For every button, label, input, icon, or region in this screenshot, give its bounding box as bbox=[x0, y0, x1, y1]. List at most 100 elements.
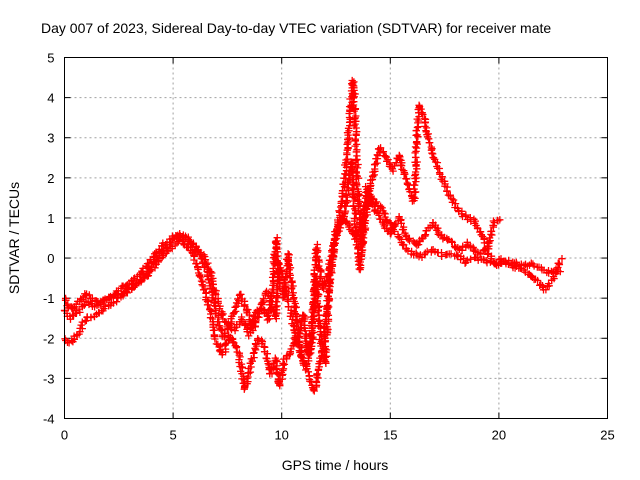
data-point bbox=[236, 353, 244, 361]
data-point bbox=[411, 168, 420, 176]
data-point bbox=[309, 333, 317, 341]
data-point bbox=[451, 199, 460, 208]
data-point bbox=[259, 295, 268, 303]
data-point bbox=[443, 187, 451, 195]
data-point bbox=[349, 180, 357, 188]
data-point bbox=[80, 301, 88, 309]
data-point bbox=[412, 127, 420, 135]
data-marks bbox=[60, 76, 566, 395]
data-point bbox=[349, 202, 357, 210]
data-point bbox=[315, 302, 324, 310]
data-point bbox=[82, 290, 91, 298]
data-point bbox=[314, 247, 322, 255]
data-point bbox=[196, 251, 205, 259]
data-point bbox=[197, 273, 205, 281]
data-point bbox=[322, 359, 330, 367]
data-point bbox=[459, 254, 468, 263]
data-point bbox=[144, 272, 153, 280]
data-point bbox=[350, 107, 358, 115]
data-point bbox=[310, 328, 318, 337]
data-point bbox=[438, 252, 446, 261]
data-point bbox=[308, 319, 316, 327]
data-point bbox=[273, 234, 281, 242]
data-point bbox=[340, 174, 348, 182]
data-point bbox=[544, 279, 553, 288]
data-point bbox=[483, 250, 492, 258]
data-point bbox=[76, 308, 84, 317]
data-point bbox=[200, 263, 208, 272]
data-point bbox=[243, 328, 251, 336]
x-tick-label: 15 bbox=[383, 428, 397, 443]
data-point bbox=[281, 283, 289, 291]
data-point bbox=[411, 171, 419, 180]
y-tick-label: 4 bbox=[47, 91, 54, 106]
y-tick-label: 2 bbox=[47, 171, 54, 186]
data-point bbox=[77, 321, 85, 329]
data-point bbox=[344, 124, 353, 132]
data-point bbox=[287, 285, 296, 293]
data-point bbox=[379, 148, 388, 156]
data-point bbox=[530, 262, 538, 270]
data-point bbox=[209, 326, 218, 335]
data-point bbox=[244, 306, 252, 314]
data-point bbox=[335, 207, 343, 215]
data-point bbox=[351, 90, 359, 98]
data-point bbox=[204, 275, 213, 283]
data-point bbox=[320, 277, 329, 285]
data-point bbox=[274, 252, 282, 260]
data-point bbox=[247, 355, 255, 363]
data-point bbox=[412, 240, 420, 248]
data-point bbox=[321, 328, 329, 337]
data-point bbox=[87, 313, 95, 321]
data-point bbox=[310, 284, 318, 293]
data-point bbox=[457, 210, 466, 218]
series-track-b bbox=[61, 76, 504, 395]
data-point bbox=[533, 276, 542, 285]
data-point bbox=[471, 247, 479, 255]
data-point bbox=[190, 256, 198, 264]
data-point bbox=[476, 250, 484, 258]
data-point bbox=[403, 180, 412, 189]
data-point bbox=[85, 291, 93, 299]
data-point bbox=[111, 291, 119, 299]
data-point bbox=[272, 244, 280, 252]
data-point bbox=[187, 240, 195, 248]
data-point bbox=[232, 344, 241, 352]
x-tick-label: 0 bbox=[61, 428, 68, 443]
data-point bbox=[318, 347, 326, 355]
data-point bbox=[311, 292, 319, 300]
data-point bbox=[277, 267, 286, 275]
data-point bbox=[326, 275, 335, 284]
data-point bbox=[255, 310, 263, 318]
data-point bbox=[221, 329, 229, 337]
data-point bbox=[419, 110, 427, 119]
y-tick-label: 1 bbox=[47, 211, 54, 226]
data-point bbox=[451, 203, 459, 212]
data-point bbox=[247, 363, 255, 371]
data-point bbox=[330, 238, 338, 247]
data-point bbox=[359, 239, 367, 247]
data-point bbox=[272, 298, 280, 306]
data-point bbox=[280, 279, 288, 287]
data-point bbox=[203, 272, 212, 281]
data-point bbox=[558, 255, 566, 263]
data-point bbox=[349, 168, 357, 176]
series-track-c bbox=[61, 158, 566, 371]
data-point bbox=[448, 198, 457, 206]
data-point bbox=[387, 228, 396, 236]
data-point bbox=[320, 356, 329, 364]
data-point bbox=[308, 308, 317, 316]
y-tick-label: 3 bbox=[47, 131, 54, 146]
data-point bbox=[341, 202, 349, 210]
data-point bbox=[137, 278, 145, 286]
data-point bbox=[223, 323, 231, 331]
data-point bbox=[474, 256, 482, 264]
data-point bbox=[413, 158, 421, 166]
chart-title: Day 007 of 2023, Sidereal Day-to-day VTE… bbox=[41, 20, 551, 36]
data-point bbox=[421, 231, 430, 239]
data-point bbox=[273, 283, 281, 291]
x-tick-label: 25 bbox=[600, 428, 614, 443]
data-point bbox=[344, 186, 352, 195]
data-point bbox=[78, 324, 86, 333]
x-tick-label: 20 bbox=[492, 428, 506, 443]
